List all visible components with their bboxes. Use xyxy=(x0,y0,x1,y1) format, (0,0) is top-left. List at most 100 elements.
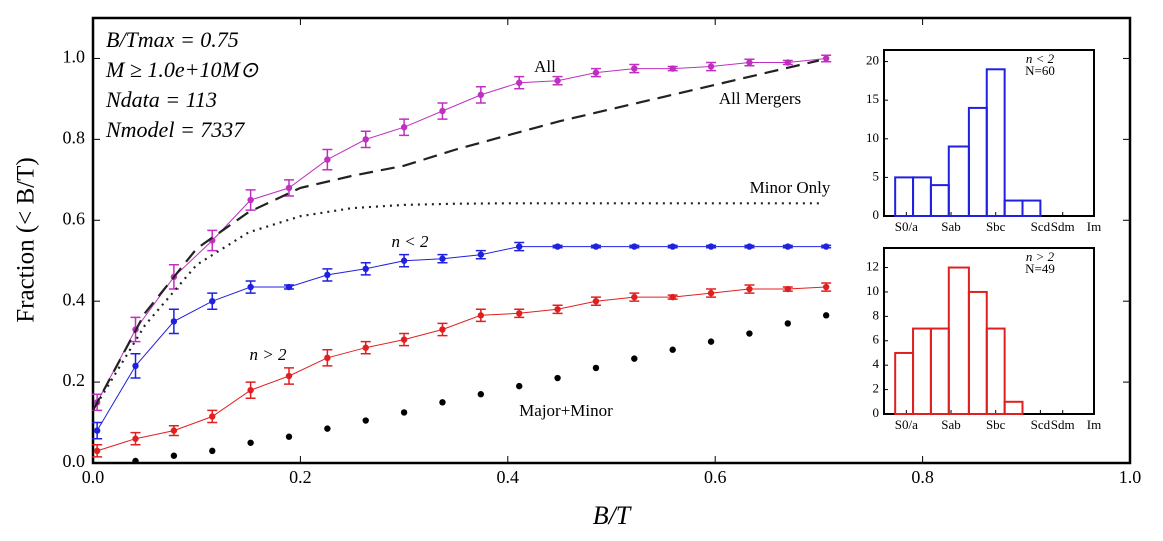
annotation: B/Tmax = 0.75 xyxy=(106,27,239,52)
plot-frame xyxy=(91,16,1132,465)
data-point xyxy=(132,362,139,370)
data-point xyxy=(707,338,715,345)
y-tick-label: 2 xyxy=(873,381,880,396)
y-tick-label: 12 xyxy=(866,259,879,274)
data-point xyxy=(209,447,216,455)
x-tick-label: Im xyxy=(1087,219,1101,234)
x-tick-label: Sbc xyxy=(986,219,1006,234)
series-label: Major+Minor xyxy=(519,401,613,420)
histogram-bar xyxy=(1003,400,1024,416)
data-point xyxy=(285,184,293,192)
x-axis-label: B/T xyxy=(593,501,632,530)
data-point xyxy=(746,330,753,337)
data-point xyxy=(707,289,715,297)
data-point xyxy=(746,59,753,66)
x-tick-label: Sab xyxy=(941,219,961,234)
y-tick-label: 20 xyxy=(866,53,879,68)
annotation: Ndata = 113 xyxy=(105,87,217,112)
data-point xyxy=(669,243,676,250)
series-label: All xyxy=(534,57,556,76)
series-label: n > 2 xyxy=(250,345,287,364)
y-tick-label: 1.0 xyxy=(63,47,86,67)
data-point xyxy=(746,243,753,250)
data-point xyxy=(324,354,331,362)
data-point xyxy=(592,297,600,305)
x-tick-label: S0/a xyxy=(895,417,918,432)
series-line xyxy=(96,246,827,431)
series-label: All Mergers xyxy=(719,89,801,108)
y-tick-label: 0.8 xyxy=(63,127,86,147)
data-point xyxy=(132,435,139,442)
data-point xyxy=(822,312,830,319)
x-tick-label: Sdm xyxy=(1051,219,1075,234)
annotation: N=60 xyxy=(1025,63,1055,78)
x-tick-label: Sbc xyxy=(986,417,1006,432)
series-line xyxy=(92,59,820,411)
data-point xyxy=(439,326,446,333)
data-point xyxy=(93,427,101,434)
y-tick-label: 0.0 xyxy=(63,451,86,471)
data-point xyxy=(592,364,600,372)
data-point xyxy=(209,413,216,420)
data-point xyxy=(362,417,369,424)
data-point xyxy=(822,243,830,250)
data-point xyxy=(516,310,523,317)
data-point xyxy=(669,293,676,301)
annotation: n > 2 xyxy=(1026,249,1055,264)
series-line xyxy=(96,58,827,403)
data-point xyxy=(247,196,254,204)
y-tick-label: 5 xyxy=(873,168,880,183)
x-tick-label: 0.0 xyxy=(82,467,105,487)
data-point xyxy=(631,243,638,250)
data-point xyxy=(554,374,561,382)
data-point xyxy=(516,79,523,86)
annotation: n < 2 xyxy=(1026,51,1055,66)
data-point xyxy=(209,297,216,305)
data-point xyxy=(400,257,408,264)
y-tick-label: 0 xyxy=(873,405,880,420)
y-tick-label: 8 xyxy=(873,307,880,322)
x-tick-label: 0.4 xyxy=(497,467,520,487)
y-tick-label: 15 xyxy=(866,91,879,106)
y-tick-label: 10 xyxy=(866,130,879,145)
data-point xyxy=(400,124,408,131)
data-point xyxy=(822,55,830,62)
data-point xyxy=(554,306,561,313)
y-tick-label: 0.2 xyxy=(63,370,86,390)
x-tick-label: S0/a xyxy=(895,219,918,234)
data-point xyxy=(170,452,178,459)
data-point xyxy=(707,63,715,70)
data-point xyxy=(247,386,254,394)
data-point xyxy=(516,243,523,250)
data-point xyxy=(285,283,293,291)
data-point xyxy=(631,355,638,362)
data-point xyxy=(707,243,715,250)
data-point xyxy=(554,77,561,84)
data-point xyxy=(170,427,178,434)
y-tick-label: 6 xyxy=(873,332,880,347)
data-point xyxy=(784,285,791,293)
data-point xyxy=(477,312,485,319)
data-point xyxy=(592,243,600,250)
annotation: N=49 xyxy=(1025,261,1055,276)
y-tick-label: 0 xyxy=(873,207,880,222)
y-tick-label: 0.6 xyxy=(63,208,86,228)
data-point xyxy=(132,457,139,465)
series-line xyxy=(92,202,819,411)
histogram-bar xyxy=(985,327,1006,416)
data-point xyxy=(822,283,830,291)
data-point xyxy=(400,409,408,416)
data-point xyxy=(247,439,254,446)
data-point xyxy=(477,391,485,398)
data-point xyxy=(592,69,600,76)
data-point xyxy=(362,136,369,143)
data-point xyxy=(746,285,753,293)
x-tick-label: 0.6 xyxy=(704,467,727,487)
data-point xyxy=(477,251,485,258)
x-tick-label: Sdm xyxy=(1051,417,1075,432)
histogram-bar xyxy=(985,68,1006,217)
data-point xyxy=(247,283,254,291)
series-label: n < 2 xyxy=(392,232,429,251)
data-point xyxy=(631,293,638,301)
